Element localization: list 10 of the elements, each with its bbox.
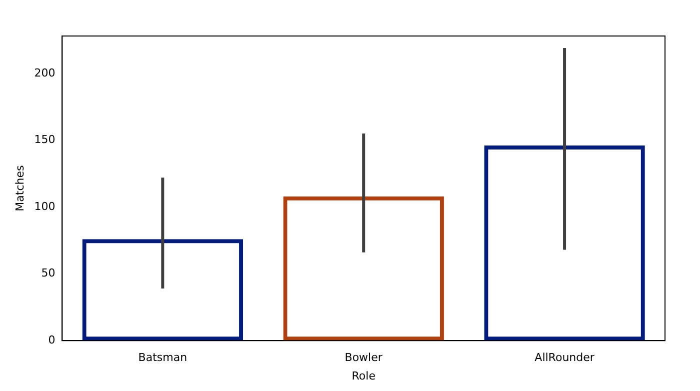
y-tick-label: 150 xyxy=(34,133,56,146)
y-tick-label: 50 xyxy=(41,266,56,280)
x-tick-label: AllRounder xyxy=(534,351,595,364)
x-axis-title: Role xyxy=(352,369,376,382)
y-tick-label: 100 xyxy=(34,200,56,213)
y-tick-label: 200 xyxy=(34,66,56,80)
x-tick-label: Bowler xyxy=(344,351,383,364)
x-tick-label: Batsman xyxy=(138,351,188,364)
y-axis-title: Matches xyxy=(13,165,26,212)
y-tick-label: 0 xyxy=(48,333,56,346)
